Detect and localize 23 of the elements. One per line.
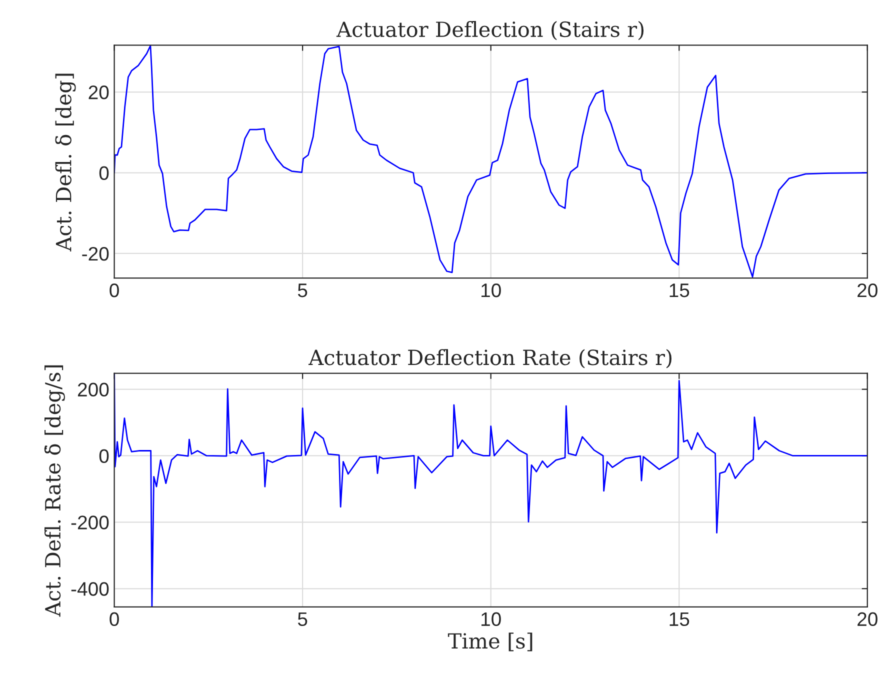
x-tick-label: 20 (858, 612, 878, 626)
chart-title: Actuator Deflection Rate (Stairs r) (308, 349, 672, 368)
x-axis-title: Time [s] (448, 632, 532, 652)
x-tick-label: 20 (858, 283, 878, 298)
line-series (114, 45, 868, 278)
x-tick-label: 15 (670, 284, 690, 298)
y-axis-title: Act. Defl. Rate δ̇ [deg/s] (44, 365, 65, 617)
chart-title: Actuator Deflection (Stairs r) (336, 21, 644, 40)
y-tick-label: 200 (78, 382, 109, 397)
y-tick-label: -20 (82, 246, 109, 261)
y-axis-title: Act. Defl. δ [deg] (55, 74, 76, 252)
x-tick-label: 10 (482, 612, 501, 626)
y-tick-label: 0 (99, 166, 109, 180)
y-tick-label: 20 (88, 86, 109, 100)
x-tick-label: 5 (298, 612, 308, 626)
y-tick-label: 0 (99, 449, 109, 463)
x-tick-label: 0 (110, 612, 119, 626)
y-tick-label: -200 (71, 516, 109, 530)
x-tick-label: 0 (110, 283, 119, 298)
x-tick-label: 15 (670, 612, 690, 626)
x-tick-label: 10 (482, 283, 501, 298)
y-tick-label: -400 (71, 582, 109, 596)
x-tick-label: 5 (298, 284, 308, 298)
